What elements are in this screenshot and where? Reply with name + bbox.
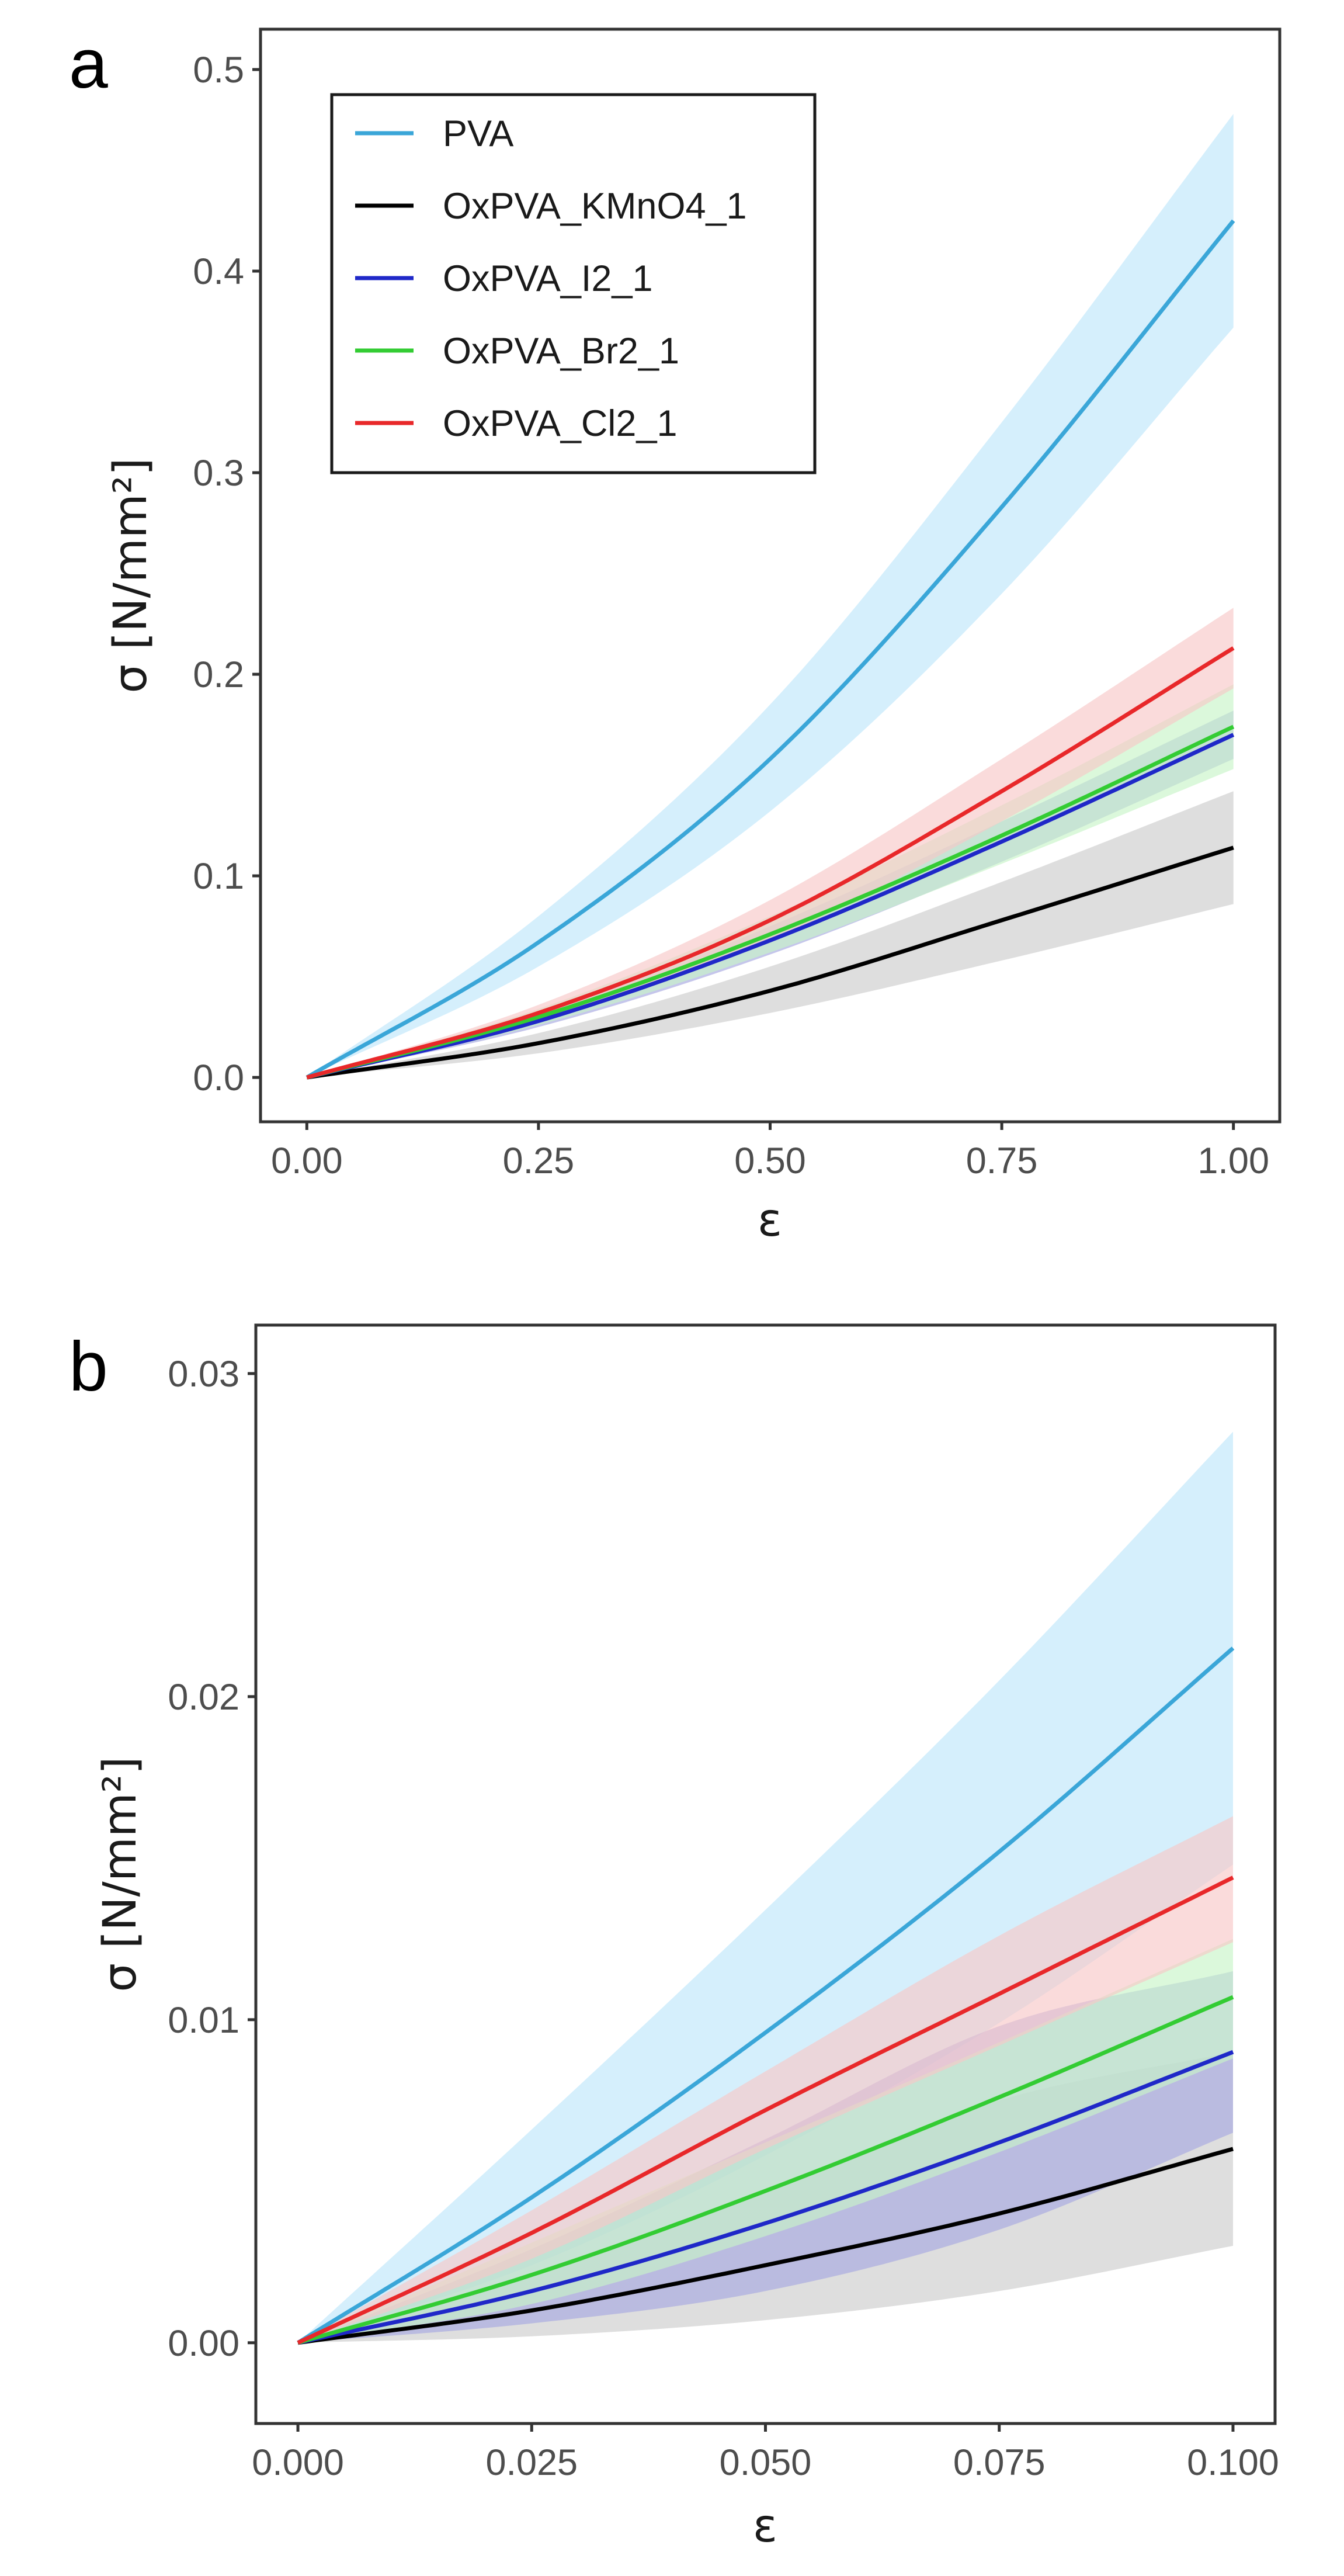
panel-a-y-ticks: 0.0 0.1 0.2 0.3 0.4 0.5: [193, 50, 261, 1098]
x-tick-label: 0.000: [252, 2442, 344, 2483]
panel-b-y-axis-label: σ [N/mm²]: [94, 1757, 147, 1992]
y-tick-label: 0.2: [193, 654, 244, 695]
legend-label-oxpva-br2: OxPVA_Br2_1: [443, 331, 679, 372]
panel-a-x-ticks: 0.00 0.25 0.50 0.75 1.00: [271, 1122, 1269, 1181]
y-tick-label: 0.01: [168, 2000, 239, 2041]
line-oxpva-cl2: [297, 1875, 1234, 2345]
line-oxpva-kmno4: [297, 2147, 1234, 2345]
panel-b-x-axis-label: ε: [753, 2500, 777, 2553]
x-tick-label: 0.50: [734, 1140, 806, 1181]
y-tick-label: 0.4: [193, 251, 244, 292]
panel-a-confidence-bands: [307, 113, 1234, 1078]
y-tick-label: 0.02: [168, 1677, 239, 1718]
panel-a-y-axis-label: σ [N/mm²]: [105, 458, 157, 694]
line-pva: [305, 219, 1235, 1080]
line-oxpva-cl2: [306, 646, 1235, 1080]
band-oxpva-cl2: [298, 1816, 1233, 2343]
x-tick-label: 1.00: [1197, 1140, 1269, 1181]
line-pva: [297, 1646, 1235, 2345]
panel-b-confidence-bands: [298, 1431, 1233, 2343]
x-tick-label: 0.00: [271, 1140, 343, 1181]
band-oxpva-kmno4: [307, 791, 1234, 1078]
x-tick-label: 0.025: [485, 2442, 578, 2483]
panel-b-letter: b: [69, 1327, 108, 1406]
panel-b-series-lines: [297, 1646, 1235, 2345]
x-tick-label: 0.050: [720, 2442, 812, 2483]
y-tick-label: 0.1: [193, 856, 244, 897]
y-tick-label: 0.3: [193, 453, 244, 494]
line-oxpva-i2: [297, 2050, 1234, 2345]
x-tick-label: 0.75: [966, 1140, 1038, 1181]
band-pva: [298, 1431, 1233, 2343]
panel-b-x-ticks: 0.000 0.025 0.050 0.075 0.100: [252, 2424, 1279, 2483]
y-tick-label: 0.0: [193, 1058, 244, 1098]
panel-a-letter: a: [69, 25, 108, 103]
x-tick-label: 0.100: [1187, 2442, 1279, 2483]
y-tick-label: 0.5: [193, 50, 244, 91]
x-tick-label: 0.25: [503, 1140, 575, 1181]
line-oxpva-kmno4: [306, 845, 1234, 1080]
panel-b-y-ticks: 0.00 0.01 0.02 0.03: [168, 1354, 256, 2364]
y-tick-label: 0.03: [168, 1354, 239, 1395]
line-oxpva-br2: [297, 1995, 1234, 2345]
line-oxpva-i2: [306, 733, 1235, 1080]
panel-a: a 0.0 0.1 0.2 0.3 0.4 0.5 0.00 0.25 0.50 0.75 1.0…: [69, 25, 1282, 1247]
legend-label-pva: PVA: [443, 113, 513, 154]
legend-label-oxpva-i2: OxPVA_I2_1: [443, 258, 653, 299]
panel-b: b 0.000.010.020.03 0.000 0.025 0.050 0.075 0…: [69, 1323, 1279, 2553]
x-tick-label: 0.075: [953, 2442, 1046, 2483]
panel-a-series-lines: [305, 219, 1235, 1080]
panel-a-legend: PVA OxPVA_KMnO4_1 OxPVA_I2_1 OxPVA_Br2_1…: [330, 93, 817, 474]
legend-label-oxpva-kmno4: OxPVA_KMnO4_1: [443, 186, 747, 227]
line-oxpva-br2: [306, 724, 1235, 1080]
panel-a-x-axis-label: ε: [758, 1194, 782, 1247]
legend-box: [330, 93, 817, 474]
legend-label-oxpva-cl2: OxPVA_Cl2_1: [443, 403, 678, 444]
y-tick-label: 0.00: [168, 2323, 239, 2364]
